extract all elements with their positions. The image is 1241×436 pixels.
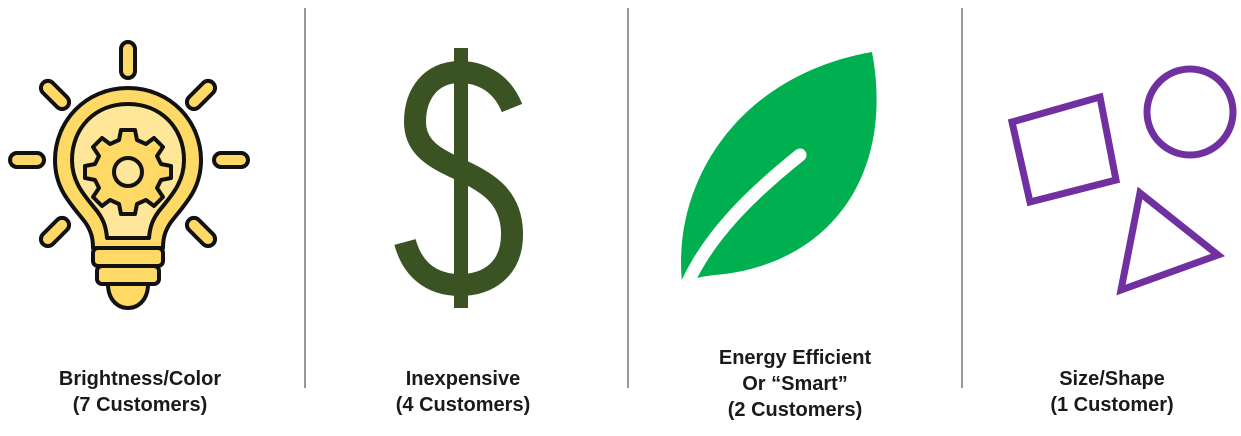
label-line: (1 Customer) [1050,394,1174,416]
label-line: Size/Shape [1059,368,1165,390]
label-line: Brightness/Color [58,368,222,390]
dividers [304,8,963,388]
label-line: Or “Smart” [742,373,848,395]
leaf-icon [681,52,877,289]
label-line: Energy Efficient [718,347,872,369]
label-line: (2 Customers) [727,399,863,421]
label: Size/Shape (1 Customer) [962,366,1241,418]
lightbulb-icon [8,40,250,310]
label-line: Inexpensive [405,368,521,390]
shapes-icon [1007,65,1237,296]
label-line: (7 Customers) [72,394,208,416]
label: Brightness/Color (7 Customers) [0,366,290,418]
label-line: (4 Customers) [395,394,531,416]
dollar-icon [394,48,523,308]
label: Inexpensive (4 Customers) [313,366,613,418]
label: Energy Efficient Or “Smart” (2 Customers… [645,345,945,423]
